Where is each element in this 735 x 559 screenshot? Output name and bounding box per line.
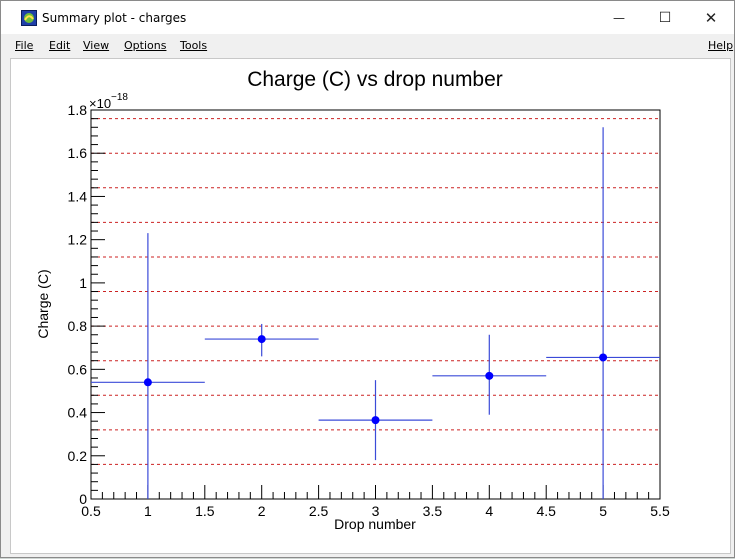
data-marker <box>485 371 494 380</box>
menu-edit[interactable]: Edit <box>49 39 71 52</box>
menu-tools[interactable]: Tools <box>180 39 208 52</box>
x-tick-label: 4 <box>485 503 493 519</box>
data-marker <box>371 416 380 425</box>
y-tick-label: 1.8 <box>68 102 88 118</box>
y-tick-label: 1.2 <box>68 232 88 248</box>
y-axis-label: Charge (C) <box>35 269 51 338</box>
minimize-button[interactable]: — <box>596 1 642 34</box>
y-exponent-base: ×10 <box>89 96 111 111</box>
maximize-button[interactable]: ☐ <box>642 1 688 34</box>
minimize-icon: — <box>613 10 625 25</box>
reference-lines <box>91 118 660 465</box>
y-tick-label: 1.4 <box>68 188 88 204</box>
x-tick-label: 1.5 <box>195 503 215 519</box>
window-title: Summary plot - charges <box>42 10 187 25</box>
data-marker <box>143 378 152 387</box>
x-tick-label: 5.5 <box>650 503 670 519</box>
menu-view[interactable]: View <box>83 39 110 52</box>
menu-bar: File Edit View Options Tools Help <box>1 34 734 57</box>
y-tick-label: 1 <box>79 275 87 291</box>
root-app-icon <box>21 9 37 26</box>
x-tick-label: 4.5 <box>536 503 556 519</box>
maximize-icon: ☐ <box>658 9 672 26</box>
x-tick-label: 2.5 <box>309 503 329 519</box>
x-axis-label: Drop number <box>334 516 416 532</box>
x-tick-label: 0.5 <box>81 503 101 519</box>
data-point-2 <box>204 323 319 357</box>
x-axis-ticks: 0.5 1 1.5 2 2.5 3 3.5 4 4.5 5 5.5 <box>81 485 670 519</box>
x-tick-label: 3.5 <box>423 503 443 519</box>
x-tick-label: 3 <box>372 503 380 519</box>
data-point-5 <box>546 127 660 499</box>
close-icon: ✕ <box>704 8 718 27</box>
data-point-1 <box>91 233 205 499</box>
y-tick-label: 0.6 <box>68 361 88 377</box>
x-tick-label: 2 <box>258 503 266 519</box>
title-bar[interactable]: Summary plot - charges — ☐ ✕ <box>1 1 734 34</box>
data-points <box>91 127 660 499</box>
menu-help[interactable]: Help <box>708 39 734 52</box>
x-tick-label: 5 <box>599 503 607 519</box>
y-tick-label: 1.6 <box>68 145 88 161</box>
data-point-3 <box>318 380 433 461</box>
y-tick-label: 0.2 <box>68 448 88 464</box>
y-tick-label: 0 <box>79 491 87 507</box>
menu-file[interactable]: File <box>15 39 34 52</box>
y-axis-ticks: 0 0.2 0.4 0.6 0.8 1 1.2 1.4 1.6 1.8 <box>68 102 105 507</box>
plot-canvas[interactable] <box>10 58 731 554</box>
y-tick-label: 0.8 <box>68 318 88 334</box>
data-marker <box>599 353 608 362</box>
y-tick-label: 0.4 <box>68 405 88 421</box>
data-point-4 <box>432 334 547 415</box>
data-marker <box>257 335 266 344</box>
x-tick-label: 1 <box>144 503 152 519</box>
y-exponent-power: −18 <box>111 92 128 103</box>
chart-title: Charge (C) vs drop number <box>247 68 503 91</box>
menu-options[interactable]: Options <box>124 39 167 52</box>
close-button[interactable]: ✕ <box>688 1 734 34</box>
